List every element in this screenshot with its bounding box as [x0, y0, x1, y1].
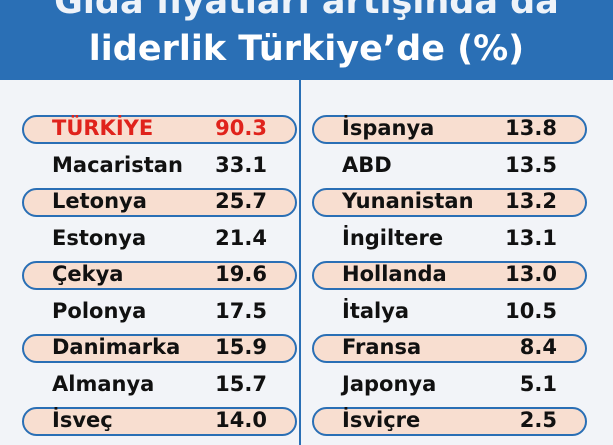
table-row: Almanya 15.7: [22, 368, 297, 405]
value-label: 14.0: [215, 408, 267, 432]
table-row: İngiltere 13.1: [312, 222, 587, 259]
country-label: Macaristan: [52, 152, 183, 177]
row-highlight-band: [22, 261, 297, 290]
table-row: Çekya 19.6: [22, 258, 297, 295]
left-column: TÜRKİYE 90.3 Macaristan 33.1 Letonya 25.7 Esto…: [22, 112, 297, 441]
country-label: Fransa: [342, 335, 422, 359]
value-label: 15.9: [215, 335, 267, 359]
country-label: Japonya: [342, 371, 437, 396]
title-line-1: Gıda fiyatları artışında da: [54, 0, 559, 22]
table-row: Hollanda 13.0: [312, 258, 587, 295]
row-highlight-band: [22, 407, 297, 436]
row-highlight-band: [312, 334, 587, 363]
data-table: TÜRKİYE 90.3 Macaristan 33.1 Letonya 25.7 Esto…: [0, 80, 613, 445]
country-label: İsviçre: [342, 408, 421, 432]
value-label: 8.4: [519, 335, 557, 359]
value-label: 33.1: [215, 152, 267, 177]
table-row: Yunanistan 13.2: [312, 185, 587, 222]
value-label: 19.6: [215, 262, 267, 286]
value-label: 17.5: [215, 298, 267, 323]
row-highlight-band: [22, 334, 297, 363]
row-highlight-band: [312, 188, 587, 217]
table-row: TÜRKİYE 90.3: [22, 112, 297, 149]
value-label: 5.1: [519, 371, 557, 396]
value-label: 13.2: [505, 189, 557, 213]
value-label: 90.3: [215, 116, 267, 140]
table-row: Fransa 8.4: [312, 331, 587, 368]
row-highlight-band: [22, 115, 297, 144]
value-label: 25.7: [215, 189, 267, 213]
country-label: Almanya: [52, 371, 155, 396]
table-row: Letonya 25.7: [22, 185, 297, 222]
table-row: Japonya 5.1: [312, 368, 587, 405]
table-row: Danimarka 15.9: [22, 331, 297, 368]
table-row: Macaristan 33.1: [22, 149, 297, 186]
country-label: Hollanda: [342, 262, 447, 286]
value-label: 21.4: [215, 225, 267, 250]
country-label: İngiltere: [342, 225, 444, 250]
table-row: İtalya 10.5: [312, 295, 587, 332]
country-label: İsveç: [52, 408, 113, 432]
value-label: 13.0: [505, 262, 557, 286]
title-line-2: liderlik Türkiye’de (%): [88, 29, 525, 69]
country-label: TÜRKİYE: [52, 116, 154, 140]
row-highlight-band: [312, 115, 587, 144]
value-label: 13.8: [505, 116, 557, 140]
row-highlight-band: [312, 407, 587, 436]
row-highlight-band: [312, 261, 587, 290]
country-label: İtalya: [342, 298, 410, 323]
value-label: 15.7: [215, 371, 267, 396]
table-row: Estonya 21.4: [22, 222, 297, 259]
country-label: Estonya: [52, 225, 147, 250]
table-row: İsviçre 2.5: [312, 404, 587, 441]
table-row: ABD 13.5: [312, 149, 587, 186]
header-banner: Gıda fiyatları artışında da liderlik Tür…: [0, 0, 613, 80]
country-label: İspanya: [342, 116, 435, 140]
value-label: 2.5: [519, 408, 557, 432]
value-label: 13.1: [505, 225, 557, 250]
right-column: İspanya 13.8 ABD 13.5 Yunanistan 13.2 İngilter…: [312, 112, 587, 441]
country-label: ABD: [342, 152, 392, 177]
column-divider: [299, 80, 301, 445]
country-label: Polonya: [52, 298, 147, 323]
value-label: 13.5: [505, 152, 557, 177]
table-row: Polonya 17.5: [22, 295, 297, 332]
value-label: 10.5: [505, 298, 557, 323]
table-row: İsveç 14.0: [22, 404, 297, 441]
country-label: Letonya: [52, 189, 147, 213]
row-highlight-band: [22, 188, 297, 217]
table-row: İspanya 13.8: [312, 112, 587, 149]
country-label: Çekya: [52, 262, 124, 286]
country-label: Danimarka: [52, 335, 181, 359]
country-label: Yunanistan: [342, 189, 474, 213]
